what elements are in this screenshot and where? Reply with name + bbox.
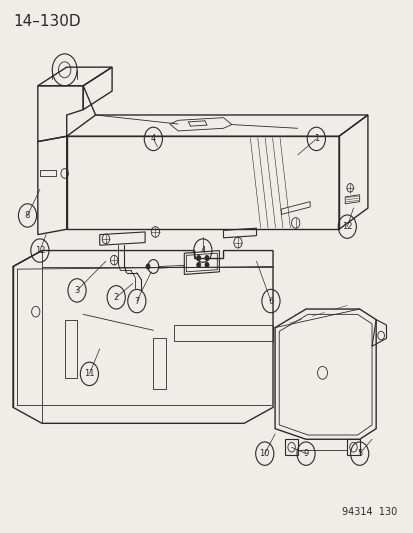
Circle shape (204, 255, 209, 261)
Text: 7: 7 (134, 296, 139, 305)
Text: 12: 12 (35, 246, 45, 255)
Circle shape (204, 262, 209, 268)
Text: 10: 10 (259, 449, 269, 458)
Text: 8: 8 (25, 211, 30, 220)
Circle shape (196, 255, 200, 261)
Circle shape (196, 262, 200, 268)
Text: 12: 12 (341, 222, 352, 231)
Text: 11: 11 (84, 369, 95, 378)
Text: 9: 9 (303, 449, 308, 458)
Circle shape (145, 264, 150, 269)
Text: 6: 6 (268, 296, 273, 305)
Text: 5: 5 (356, 449, 361, 458)
Text: 3: 3 (74, 286, 80, 295)
Text: 1: 1 (313, 134, 318, 143)
Text: 94314  130: 94314 130 (341, 507, 396, 518)
Text: 2: 2 (113, 293, 119, 302)
Text: 4: 4 (200, 246, 205, 255)
Text: 14–130D: 14–130D (13, 14, 81, 29)
Text: 4: 4 (150, 134, 156, 143)
